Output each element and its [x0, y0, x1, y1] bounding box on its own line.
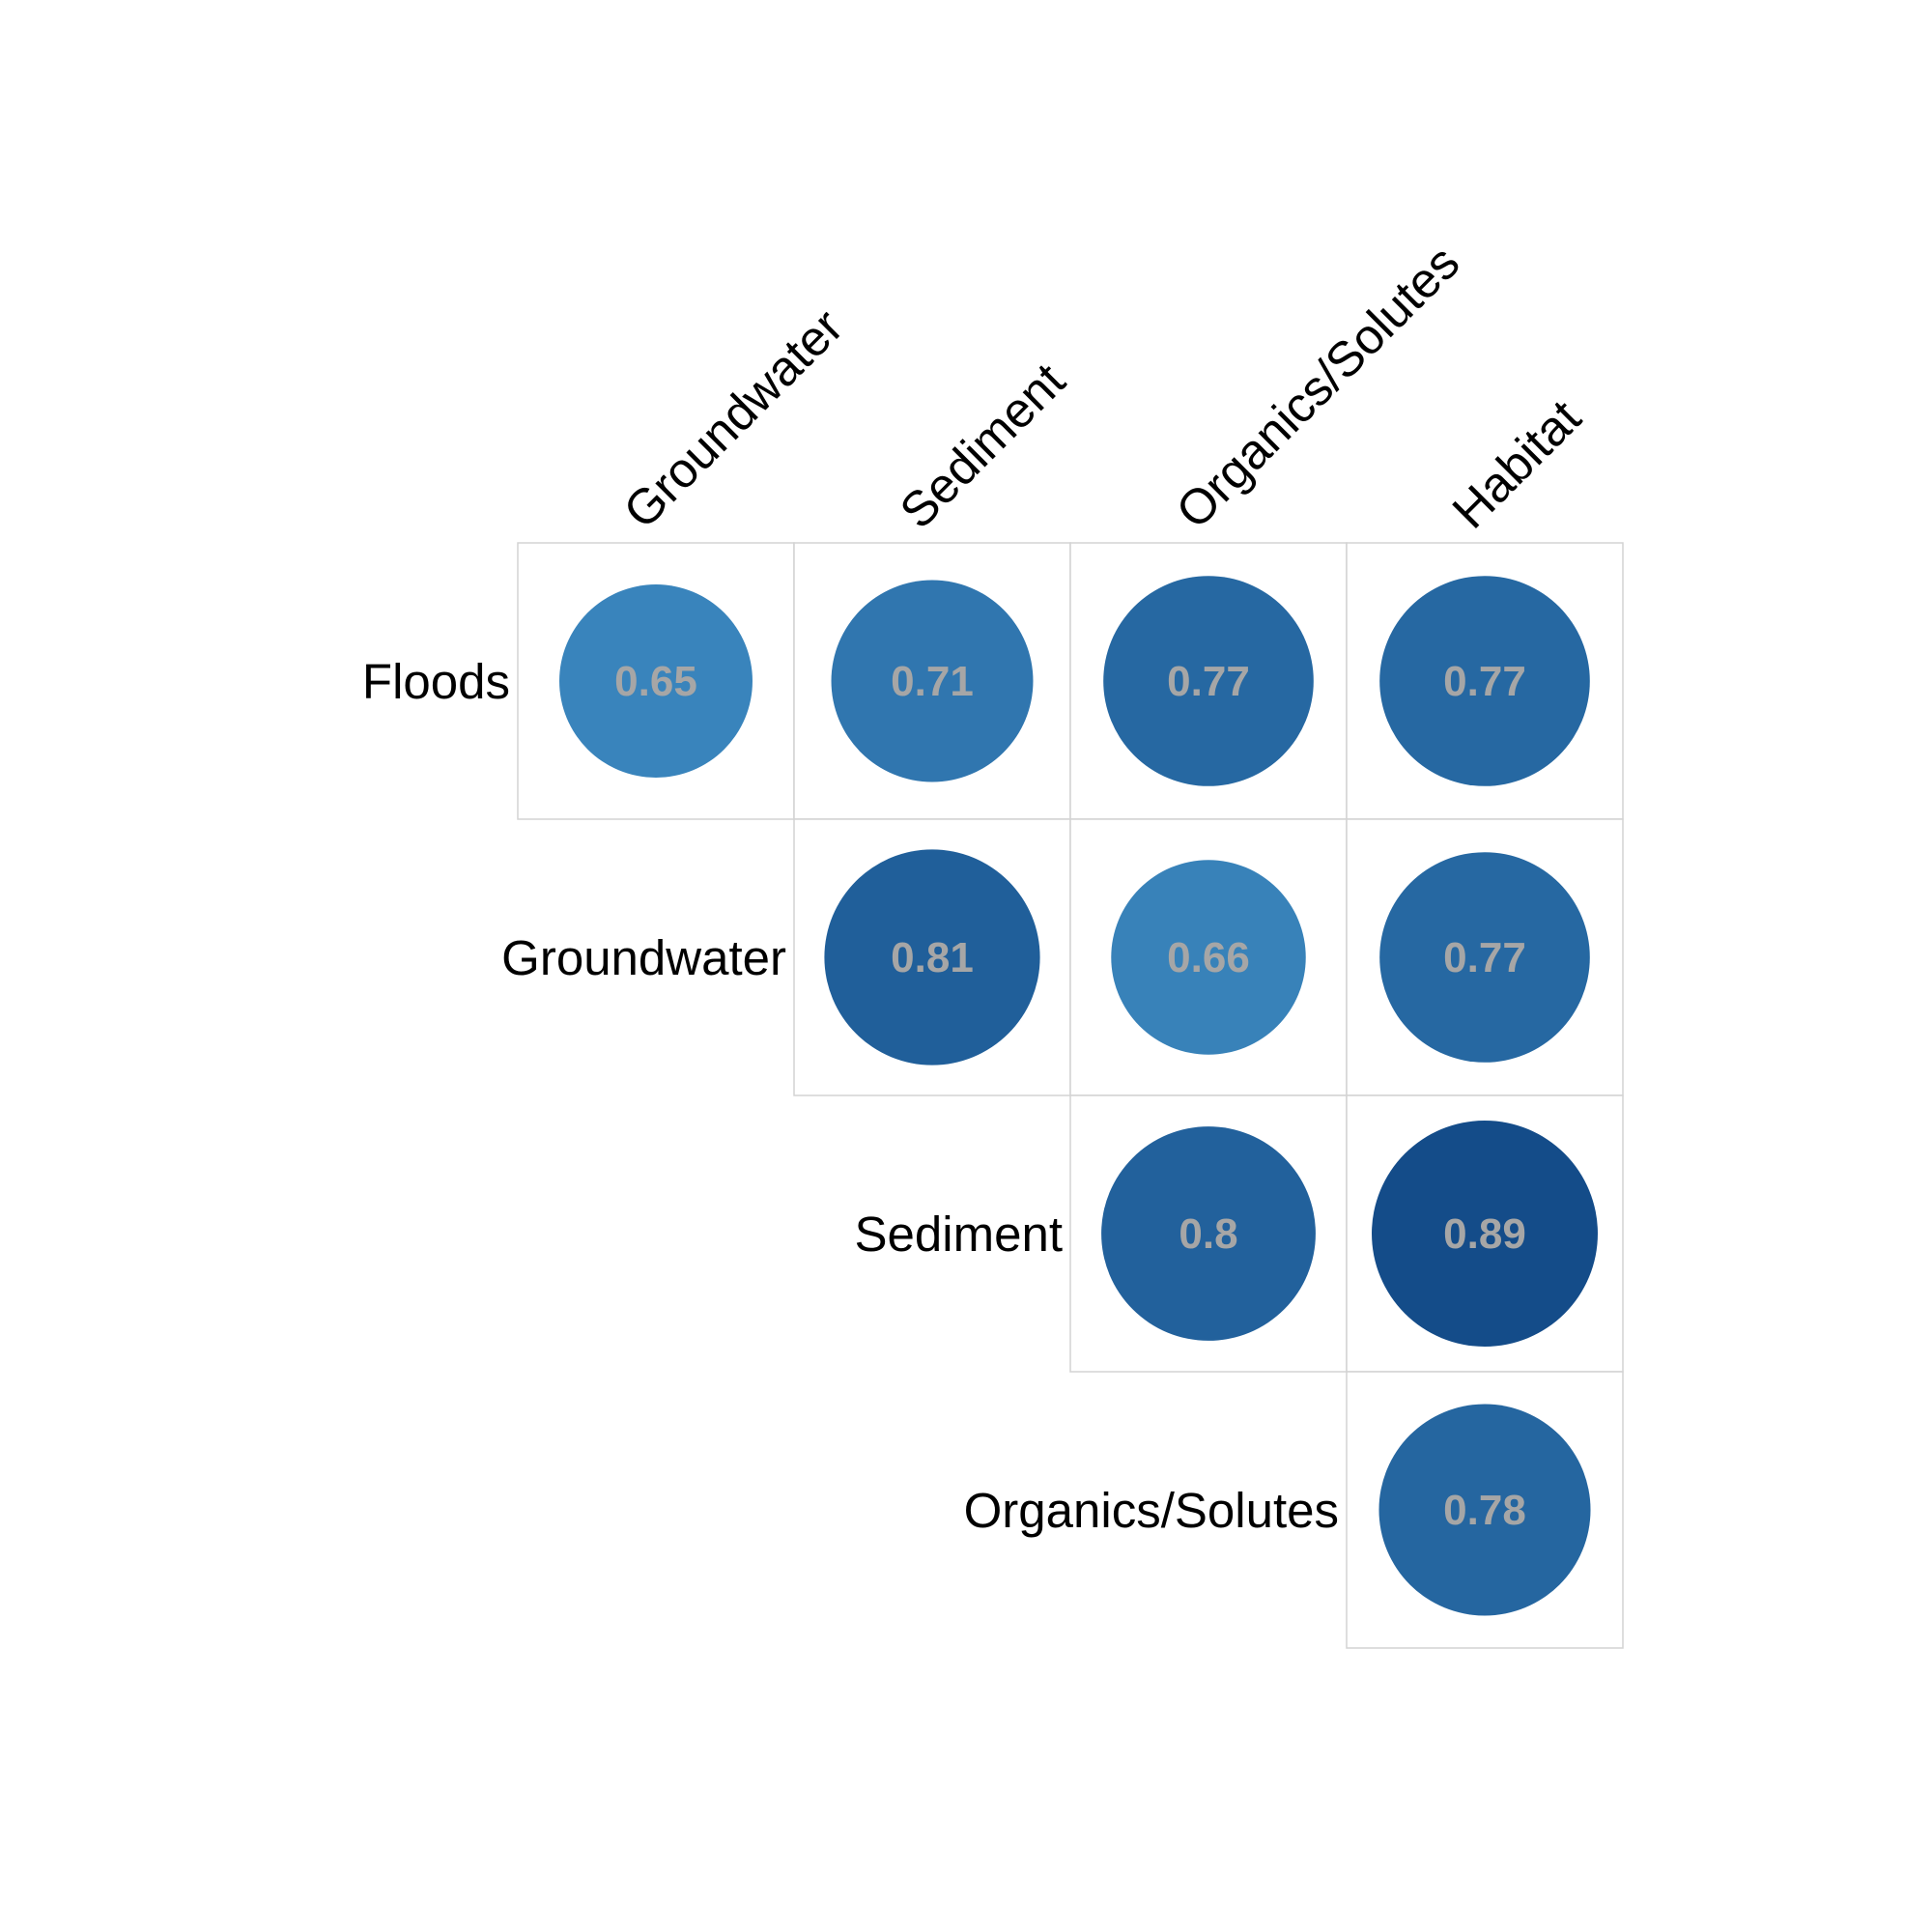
correlation-circle	[831, 580, 1034, 782]
cell-groundwater-habitat: 0.77	[1346, 818, 1624, 1096]
cell-organics-solutes-habitat: 0.78	[1346, 1371, 1624, 1649]
cell-floods-habitat: 0.77	[1346, 542, 1624, 820]
row-labels-layer: Floods Groundwater Sediment Organics/Solute…	[362, 654, 1339, 1538]
correlation-circle	[1378, 1404, 1591, 1616]
value-label: 0.81	[891, 934, 974, 981]
value-label: 0.77	[1167, 658, 1250, 705]
row-label-sediment: Sediment	[855, 1207, 1063, 1262]
cell-floods-organics-solutes: 0.77	[1069, 542, 1348, 820]
col-label-sediment: Sediment	[889, 353, 1075, 539]
col-label-habitat: Habitat	[1441, 389, 1591, 539]
value-label: 0.71	[891, 658, 974, 705]
correlation-circle	[1379, 852, 1590, 1063]
row-label-groundwater: Groundwater	[501, 930, 786, 985]
row-label-organics-solutes: Organics/Solutes	[964, 1483, 1339, 1538]
cells-layer: 0.65 0.71 0.77 0.77 0.81 0.66 0.77 0.8 0.89 0.78	[517, 542, 1624, 1649]
correlation-circle	[559, 584, 753, 778]
cell-groundwater-organics-solutes: 0.66	[1069, 818, 1348, 1096]
cell-groundwater-sediment: 0.81	[793, 818, 1071, 1096]
cell-sediment-habitat: 0.89	[1346, 1094, 1624, 1373]
value-label: 0.89	[1443, 1210, 1526, 1258]
correlation-circle	[1103, 576, 1314, 786]
row-label-floods: Floods	[362, 654, 510, 709]
cell-floods-groundwater: 0.65	[517, 542, 795, 820]
correlation-circle	[1379, 576, 1590, 786]
col-label-groundwater: Groundwater	[612, 298, 853, 539]
correlation-circle	[1372, 1121, 1598, 1347]
col-labels-layer: Groundwater Sediment Organics/SolutesHabit…	[612, 235, 1591, 539]
value-label: 0.66	[1167, 934, 1250, 981]
correlation-circle	[824, 849, 1040, 1065]
value-label: 0.77	[1443, 934, 1526, 981]
value-label: 0.65	[614, 658, 697, 705]
cell-sediment-organics-solutes: 0.8	[1069, 1094, 1348, 1373]
value-label: 0.77	[1443, 658, 1526, 705]
correlation-circle	[1101, 1126, 1316, 1341]
value-label: 0.78	[1443, 1487, 1526, 1534]
correlation-circle	[1111, 860, 1306, 1055]
cell-floods-sediment: 0.71	[793, 542, 1071, 820]
value-label: 0.8	[1179, 1210, 1237, 1258]
col-label-organics-solutes: Organics/Solutes	[1165, 235, 1469, 539]
